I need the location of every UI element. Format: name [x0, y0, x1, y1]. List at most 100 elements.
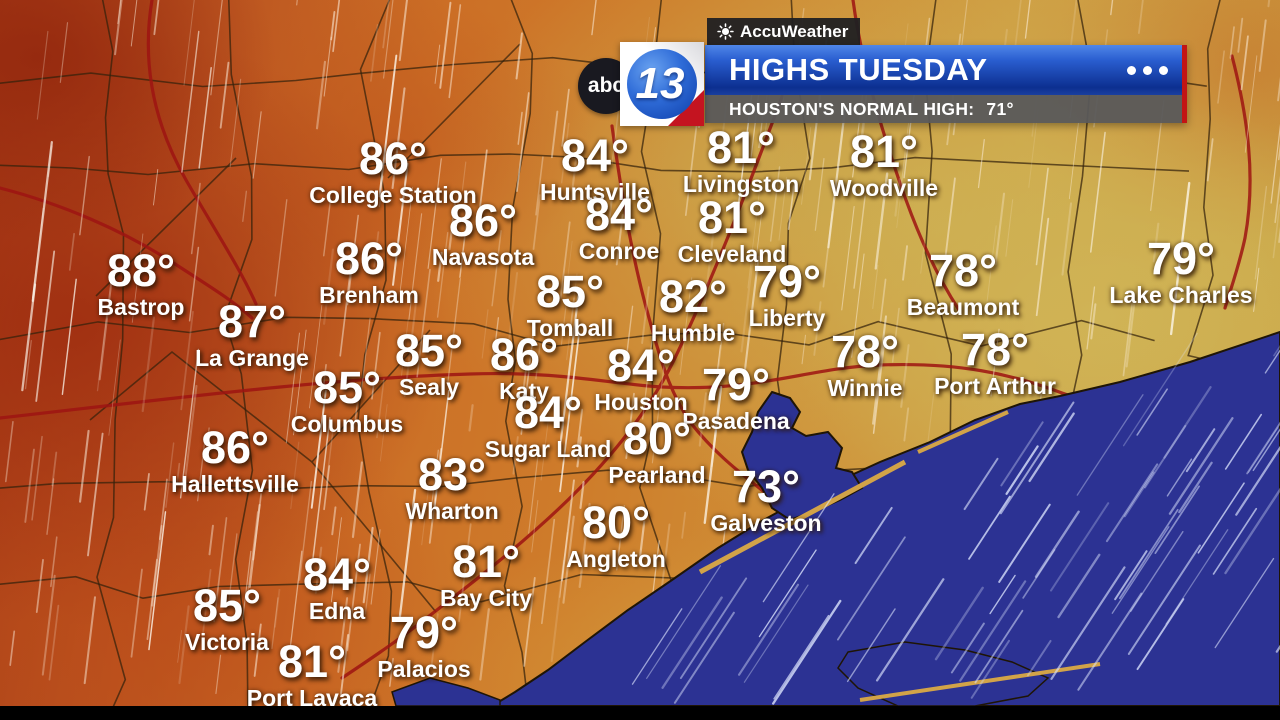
city-temp: 78°	[830, 326, 900, 377]
abc13-logo: abc 13	[578, 42, 708, 132]
channel-number: 13	[635, 59, 685, 108]
city-label: 84° Houston	[594, 343, 687, 414]
city-label: 81° Woodville	[830, 129, 938, 200]
city-name: College Station	[309, 182, 477, 208]
banner-title: HIGHS TUESDAY	[729, 52, 988, 87]
city-label: 80° Pearland	[608, 416, 705, 487]
city-temp: 85°	[192, 580, 262, 631]
city-name: Angleton	[566, 546, 666, 572]
banner-subtitle-bar: HOUSTON'S NORMAL HIGH: 71°	[705, 95, 1182, 123]
city-name: Hallettsville	[171, 471, 299, 497]
city-temp: 85°	[312, 362, 382, 413]
city-label: 79° Liberty	[749, 259, 826, 330]
city-temp: 81°	[706, 122, 776, 173]
city-temp: 81°	[451, 536, 521, 587]
city-temp: 86°	[489, 329, 559, 380]
city-name: Liberty	[748, 305, 826, 331]
channel-13-badge: 13	[620, 42, 704, 126]
city-temp: 79°	[1146, 233, 1216, 284]
city-temp: 81°	[849, 126, 919, 177]
normal-high-value: 71°	[986, 98, 1014, 119]
city-name: Huntsville	[540, 179, 650, 205]
city-temp: 85°	[394, 325, 464, 376]
city-label: 78° Beaumont	[907, 248, 1019, 319]
city-label: 85° Columbus	[291, 365, 403, 436]
city-label: 82° Humble	[651, 274, 735, 345]
city-temp: 78°	[928, 245, 998, 296]
circle-13-icon: 13	[627, 49, 697, 119]
city-name: Humble	[650, 320, 736, 346]
city-temp: 81°	[277, 636, 347, 687]
accuweather-badge: AccuWeather	[707, 18, 861, 45]
city-name: Wharton	[405, 498, 499, 524]
city-temp: 84°	[560, 130, 630, 181]
city-name: Houston	[594, 389, 688, 415]
sun-icon	[717, 23, 734, 40]
abc-text: abc	[587, 74, 625, 97]
county-diagonal-lines	[89, 43, 521, 613]
city-name: Brenham	[319, 282, 419, 308]
city-temp: 86°	[358, 133, 428, 184]
city-label: 78° Port Arthur	[934, 327, 1056, 398]
city-temp: 78°	[960, 324, 1030, 375]
city-label: 84° Huntsville	[540, 133, 650, 204]
city-name: Conroe	[578, 238, 660, 264]
city-temp: 79°	[389, 607, 459, 658]
city-label: 86° Navasota	[432, 198, 534, 269]
city-label: 86° Brenham	[319, 236, 419, 307]
city-label: 86° Hallettsville	[171, 425, 299, 496]
city-label: 81° Cleveland	[678, 195, 787, 266]
city-temp: 82°	[658, 271, 728, 322]
weather-banner: HIGHS TUESDAY HOUSTON'S NORMAL HIGH: 71°	[705, 45, 1187, 123]
city-temp: 84°	[302, 549, 372, 600]
ellipsis-icon	[1120, 65, 1168, 75]
galveston-bay	[740, 390, 864, 522]
city-label: 85° Sealy	[395, 328, 463, 399]
city-label: 84° Conroe	[579, 192, 660, 263]
city-label: 86° Katy	[490, 332, 558, 403]
city-temp: 86°	[448, 195, 518, 246]
matagorda-peninsula	[859, 662, 1101, 702]
city-label: 79° Lake Charles	[1109, 236, 1252, 307]
city-temp: 83°	[417, 449, 487, 500]
city-label: 80° Angleton	[566, 500, 666, 571]
city-name: Katy	[499, 378, 549, 404]
city-name: Sugar Land	[484, 436, 612, 462]
letterbox-bar	[0, 706, 1280, 720]
city-temp: 73°	[731, 461, 801, 512]
normal-high-label: HOUSTON'S NORMAL HIGH:	[729, 98, 975, 119]
city-temp: 80°	[581, 497, 651, 548]
city-temp: 84°	[513, 387, 583, 438]
city-label: 83° Wharton	[405, 452, 498, 523]
city-label: 79° Palacios	[377, 610, 470, 681]
city-name: Tomball	[526, 315, 614, 341]
city-label: 84° Edna	[303, 552, 371, 623]
city-name: Victoria	[185, 629, 269, 655]
city-name: Winnie	[827, 375, 903, 401]
city-name: Navasota	[431, 244, 535, 270]
wind-streaks-gulf	[631, 332, 1280, 705]
city-name: Pasadena	[682, 408, 790, 434]
city-label: 81° Livingston	[683, 125, 799, 196]
city-label: 86° College Station	[309, 136, 476, 207]
city-name: La Grange	[195, 345, 309, 371]
city-name: Palacios	[377, 656, 471, 682]
city-label: 73° Galveston	[710, 464, 821, 535]
banner-title-bar: HIGHS TUESDAY	[705, 45, 1182, 95]
city-name: Edna	[308, 598, 366, 624]
city-label: 85° Tomball	[527, 269, 613, 340]
city-name: Lake Charles	[1109, 282, 1253, 308]
city-name: Pearland	[608, 462, 706, 488]
city-temp: 84°	[584, 189, 654, 240]
city-label: 81° Port Lavaca	[247, 639, 377, 710]
city-temp: 80°	[622, 413, 692, 464]
city-name: Sealy	[398, 374, 460, 400]
city-label: 79° Pasadena	[682, 362, 789, 433]
city-label: 85° Victoria	[185, 583, 269, 654]
wind-streaks-land	[4, 0, 1280, 697]
city-name: Cleveland	[677, 241, 787, 267]
city-temp: 86°	[334, 233, 404, 284]
city-name: Bay City	[439, 585, 533, 611]
